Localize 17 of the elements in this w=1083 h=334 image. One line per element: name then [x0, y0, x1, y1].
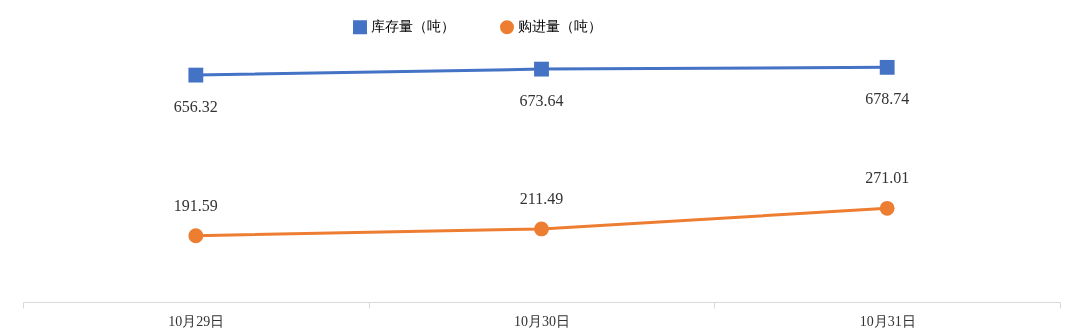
legend-label: 购进量（吨）	[518, 18, 602, 35]
point	[879, 59, 895, 75]
data-label: 656.32	[173, 98, 218, 116]
data-label: 678.74	[865, 90, 910, 108]
x-tick-label: 10月31日	[859, 313, 916, 329]
legend-label: 库存量（吨）	[371, 18, 455, 35]
data-label: 673.64	[519, 92, 564, 110]
data-label: 191.59	[173, 196, 218, 214]
point	[879, 200, 895, 216]
x-tick-label: 10月29日	[168, 313, 225, 329]
point	[534, 61, 549, 77]
x-tick-label: 10月30日	[514, 313, 570, 329]
data-label: 271.01	[865, 169, 910, 187]
point	[534, 221, 549, 237]
point	[188, 67, 204, 83]
point	[188, 228, 204, 244]
data-label: 211.49	[519, 189, 564, 207]
